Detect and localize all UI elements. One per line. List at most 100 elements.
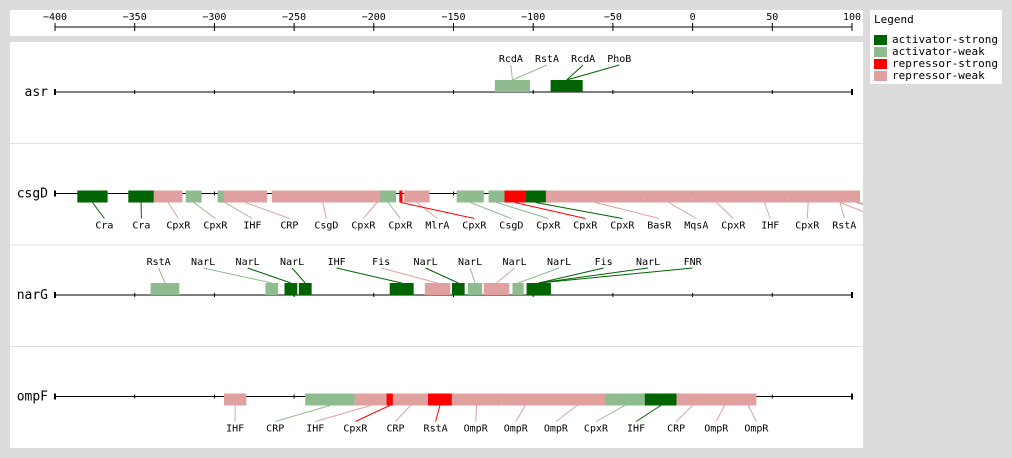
site-leader-line xyxy=(515,405,526,422)
legend-swatch-repressor-strong xyxy=(874,59,887,69)
binding-site-repressor-weak xyxy=(828,190,852,203)
site-leader-line xyxy=(675,405,693,422)
binding-site-repressor-strong xyxy=(399,190,403,203)
site-leader-line xyxy=(566,64,620,81)
binding-site-activator-weak xyxy=(305,393,355,406)
axis-tick-label: −200 xyxy=(362,12,386,23)
site-label: CpxR xyxy=(610,221,635,232)
binding-site-repressor-weak xyxy=(223,393,247,406)
binding-site-repressor-weak xyxy=(788,190,829,203)
site-leader-line xyxy=(291,267,306,284)
site-label: CsgD xyxy=(499,221,523,232)
binding-site-activator-weak xyxy=(456,190,484,203)
site-label: RcdA xyxy=(499,54,523,65)
site-leader-line xyxy=(715,405,725,422)
site-leader-line xyxy=(566,64,584,81)
binding-site-activator-weak xyxy=(150,283,180,295)
gene-name: ompF xyxy=(17,390,48,405)
site-label: OmpR xyxy=(464,424,489,435)
binding-site-repressor-weak xyxy=(404,190,430,203)
site-label: NarL xyxy=(280,257,304,268)
site-leader-line xyxy=(496,202,549,219)
site-leader-line xyxy=(517,267,560,284)
site-label: IHF xyxy=(328,257,346,268)
site-leader-line xyxy=(158,267,166,284)
site-leader-line xyxy=(595,405,626,422)
site-leader-line xyxy=(203,267,272,284)
site-label: NarL xyxy=(547,257,571,268)
binding-site-repressor-weak xyxy=(676,393,709,406)
binding-site-activator-weak xyxy=(488,190,505,203)
site-label: OmpR xyxy=(544,424,569,435)
binding-site-repressor-weak xyxy=(708,393,741,406)
site-label: BasR xyxy=(647,221,672,232)
binding-site-repressor-weak xyxy=(740,190,789,203)
site-leader-line xyxy=(387,202,401,219)
site-label: CsgD xyxy=(314,221,338,232)
legend-swatch-activator-weak xyxy=(874,47,887,57)
site-leader-line xyxy=(275,405,331,422)
site-label: CRP xyxy=(386,424,404,435)
axis-tick-label: −50 xyxy=(604,12,622,23)
site-leader-line xyxy=(355,405,390,422)
binding-site-activator-strong xyxy=(128,190,154,203)
site-label: MlrA xyxy=(425,221,449,232)
site-leader-line xyxy=(395,405,411,422)
site-label: IHF xyxy=(306,424,324,435)
binding-site-repressor-weak xyxy=(545,190,645,203)
binding-site-activator-weak xyxy=(467,283,483,295)
binding-site-activator-strong xyxy=(550,80,583,92)
legend-label-activator-weak: activator-weak xyxy=(892,45,985,58)
site-leader-line xyxy=(806,202,809,219)
binding-site-activator-weak xyxy=(512,283,524,295)
binding-site-repressor-weak xyxy=(549,393,605,406)
site-leader-line xyxy=(315,405,371,422)
legend: Legend activator-strong activator-weak r… xyxy=(870,10,1002,84)
axis-tick-label: 100 xyxy=(843,12,861,23)
site-label: CpxR xyxy=(388,221,413,232)
binding-site-repressor-weak xyxy=(852,190,860,203)
gene-tracks-panel: asr RcdA RstA RcdA PhoB csgD Cra Cra CpxR CpxR IHF… xyxy=(10,42,863,448)
axis-svg: −400 −350 −300 −250 −200 −150 −100 −50 0 50 100 xyxy=(43,12,861,31)
site-leader-line xyxy=(193,202,216,219)
site-leader-line xyxy=(496,267,515,284)
site-leader-line xyxy=(555,405,578,422)
site-leader-line xyxy=(469,267,476,284)
gene-name: asr xyxy=(25,85,49,100)
binding-site-repressor-weak xyxy=(354,393,387,406)
binding-site-repressor-weak xyxy=(692,190,741,203)
site-label: CpxR xyxy=(351,221,376,232)
binding-site-repressor-strong xyxy=(386,393,393,406)
site-label: IHF xyxy=(226,424,244,435)
site-leader-line xyxy=(380,267,438,284)
site-label: RstA xyxy=(535,54,559,65)
site-leader-line xyxy=(92,202,105,219)
site-label: CRP xyxy=(266,424,284,435)
binding-site-activator-weak xyxy=(185,190,202,203)
site-label: RstA xyxy=(147,257,171,268)
binding-site-repressor-weak xyxy=(392,393,428,406)
binding-site-activator-strong xyxy=(451,283,465,295)
legend-title: Legend xyxy=(874,13,914,26)
legend-label-repressor-strong: repressor-strong xyxy=(892,57,998,70)
position-axis: −400 −350 −300 −250 −200 −150 −100 −50 0 50 100 xyxy=(10,10,863,36)
site-leader-line xyxy=(635,405,661,422)
site-label: MqsA xyxy=(684,221,708,232)
binding-site-activator-weak xyxy=(604,393,645,406)
binding-site-repressor-weak xyxy=(644,190,693,203)
axis-tick-label: −300 xyxy=(202,12,226,23)
site-leader-line xyxy=(224,202,253,219)
site-label: Fis xyxy=(372,257,390,268)
site-label: OmpR xyxy=(504,424,529,435)
binding-site-repressor-weak xyxy=(223,190,268,203)
axis-tick-label: −400 xyxy=(43,12,67,23)
site-leader-line xyxy=(510,64,513,81)
site-leader-line xyxy=(435,405,441,422)
site-label: CpxR xyxy=(584,424,609,435)
gene-name: narG xyxy=(17,288,48,303)
site-leader-line xyxy=(839,202,845,219)
binding-site-activator-strong xyxy=(298,283,312,295)
binding-site-activator-weak xyxy=(265,283,279,295)
site-leader-line xyxy=(538,267,649,284)
site-leader-line xyxy=(514,202,586,219)
